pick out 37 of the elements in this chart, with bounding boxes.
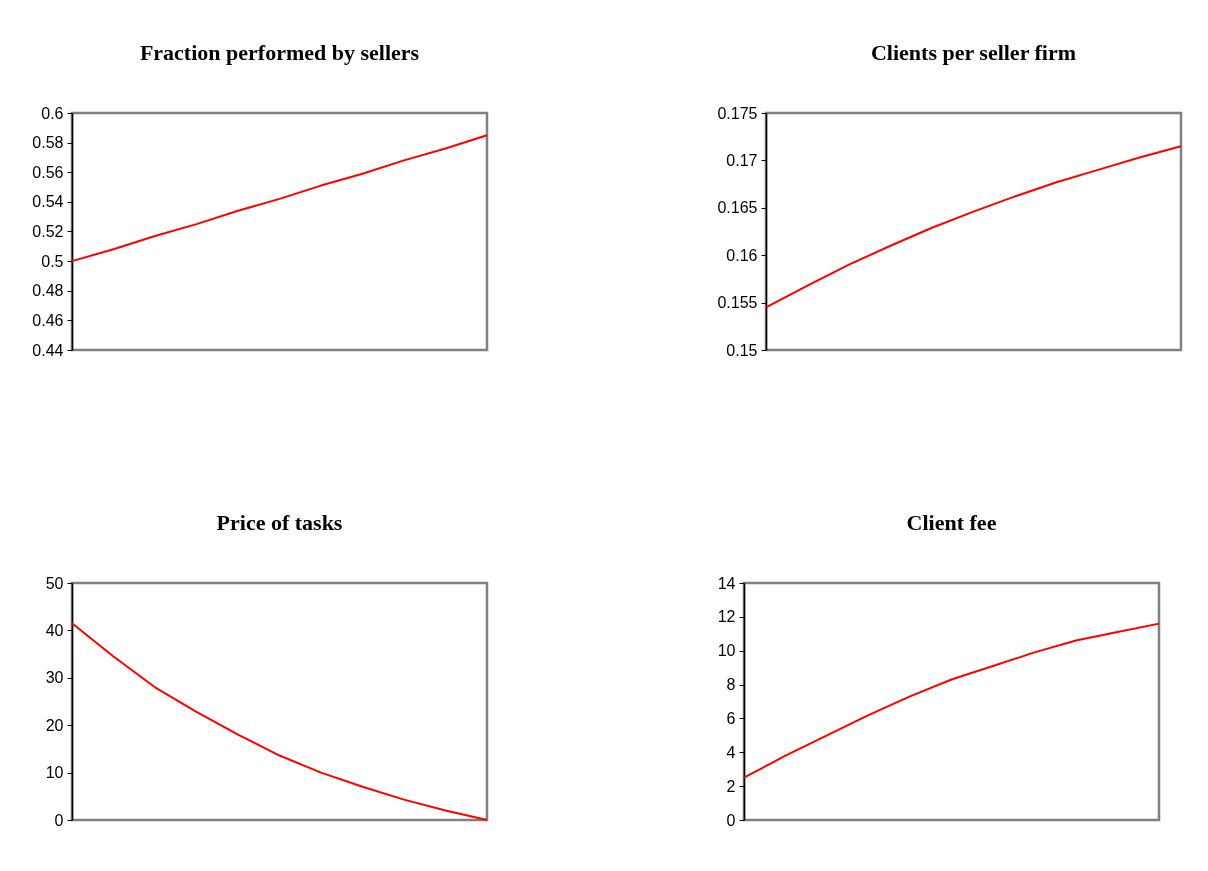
y-tick-label: 0 [726, 811, 736, 829]
y-tick-label: 0.6 [41, 104, 64, 122]
chart-title: Fraction performed by sellers [139, 40, 420, 65]
y-tick-label: 0.5 [41, 252, 64, 270]
y-tick-label: 0.15 [726, 341, 758, 359]
y-tick-label: 0 [54, 811, 64, 829]
y-tick-label: 0.52 [32, 223, 64, 240]
y-tick-label: 0.46 [32, 311, 64, 329]
y-tick-label: 4 [726, 743, 736, 761]
y-tick-label: 0.54 [32, 193, 64, 211]
line-series [71, 134, 488, 263]
y-tick-label: 30 [45, 669, 64, 687]
y-tick-label: 0.58 [32, 134, 64, 152]
y-tick-label: 0.17 [726, 151, 758, 169]
y-tick-label: 0.165 [717, 199, 758, 217]
y-tick-label: 0.175 [717, 104, 758, 122]
y-tick-label: 0.56 [32, 163, 64, 181]
line-series [765, 145, 1182, 309]
y-tick-label: 0.16 [726, 246, 758, 264]
line-series [71, 622, 488, 821]
y-tick-label: 6 [726, 709, 736, 727]
y-tick-label: 0.48 [32, 282, 64, 300]
y-tick-label: 14 [717, 574, 736, 592]
y-tick-label: 0.44 [32, 341, 64, 359]
y-tick-label: 8 [726, 676, 736, 694]
y-tick-label: 12 [717, 608, 736, 626]
y-tick-label: 0.155 [717, 294, 758, 312]
chart-title: Price of tasks [216, 510, 343, 535]
y-tick-label: 10 [45, 764, 64, 782]
y-tick-label: 40 [45, 621, 64, 639]
y-tick-label: 20 [45, 716, 64, 734]
y-tick-label: 10 [717, 642, 736, 660]
y-tick-label: 2 [726, 777, 736, 795]
chart-title: Client fee [906, 510, 997, 535]
y-tick-label: 50 [45, 574, 64, 592]
line-series [743, 622, 1160, 779]
chart-title: Clients per seller firm [870, 40, 1077, 65]
